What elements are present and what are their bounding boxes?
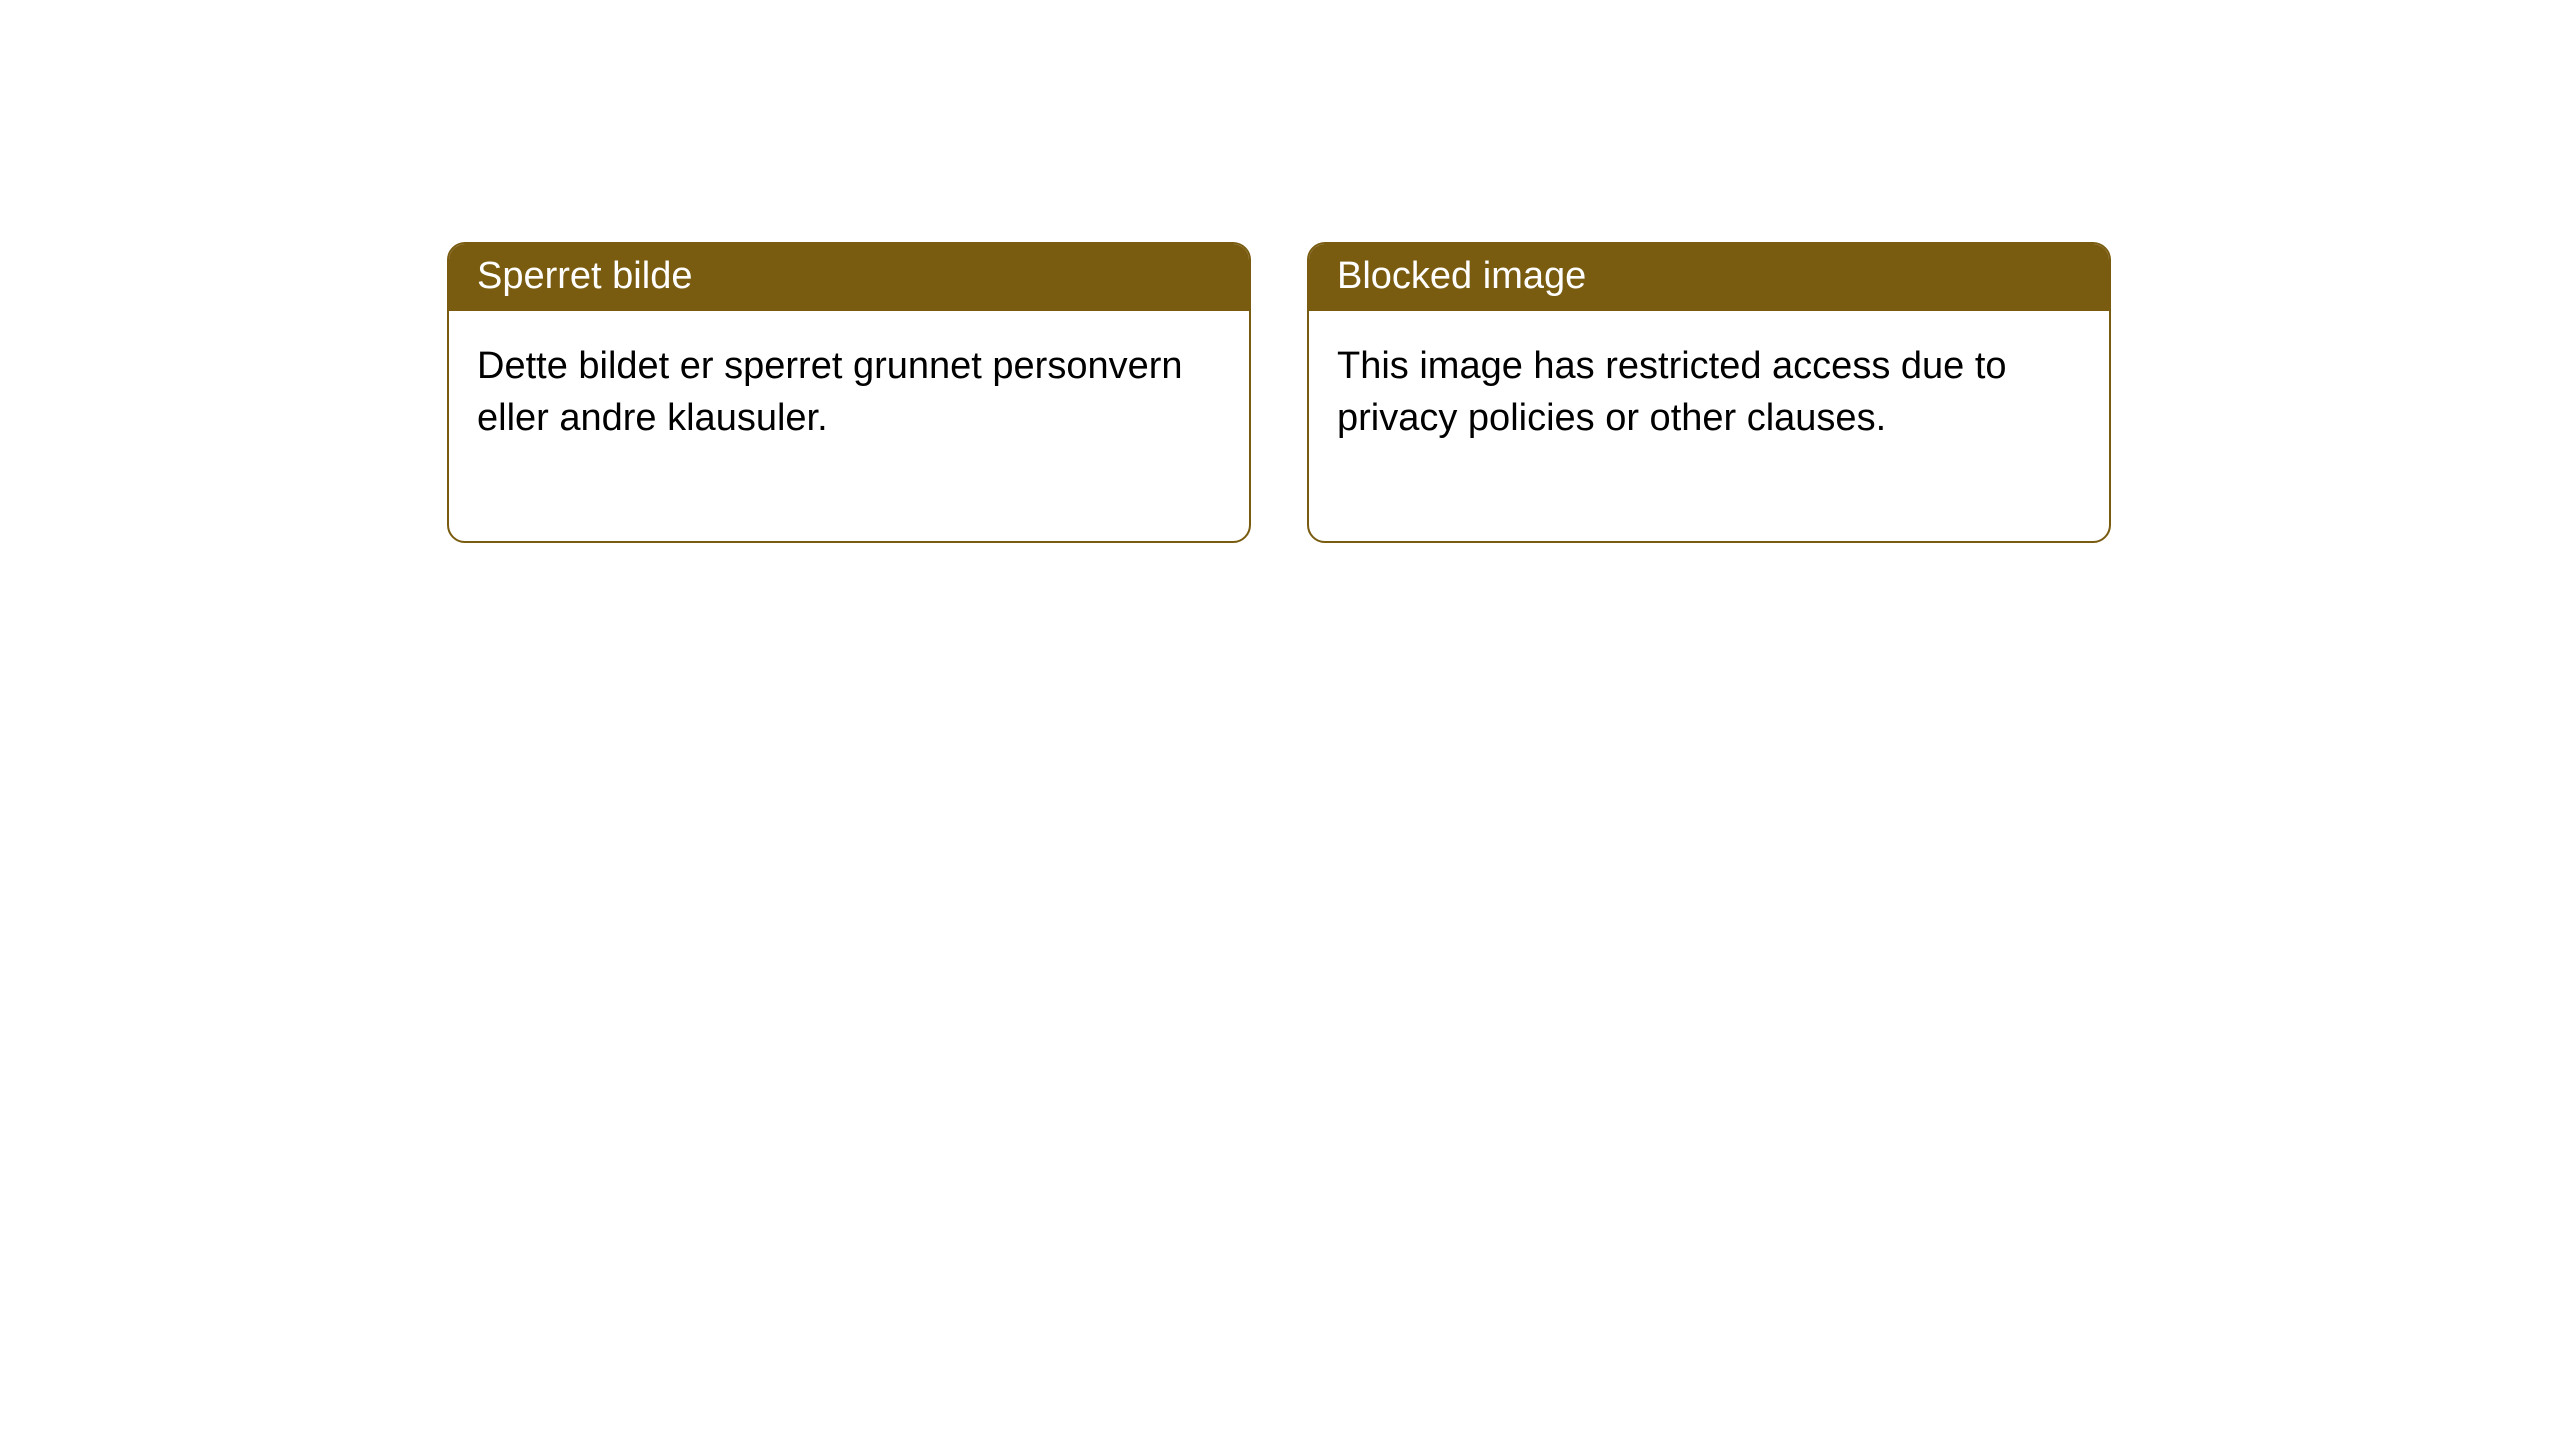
notice-header: Sperret bilde: [449, 244, 1249, 311]
notice-body: Dette bildet er sperret grunnet personve…: [449, 311, 1249, 541]
notice-card-english: Blocked image This image has restricted …: [1307, 242, 2111, 543]
notice-body: This image has restricted access due to …: [1309, 311, 2109, 541]
notice-header: Blocked image: [1309, 244, 2109, 311]
notice-title: Sperret bilde: [477, 255, 692, 297]
notice-text: Dette bildet er sperret grunnet personve…: [477, 341, 1221, 444]
notice-text: This image has restricted access due to …: [1337, 341, 2081, 444]
notice-title: Blocked image: [1337, 255, 1586, 297]
notice-card-norwegian: Sperret bilde Dette bildet er sperret gr…: [447, 242, 1251, 543]
notice-container: Sperret bilde Dette bildet er sperret gr…: [0, 0, 2560, 543]
